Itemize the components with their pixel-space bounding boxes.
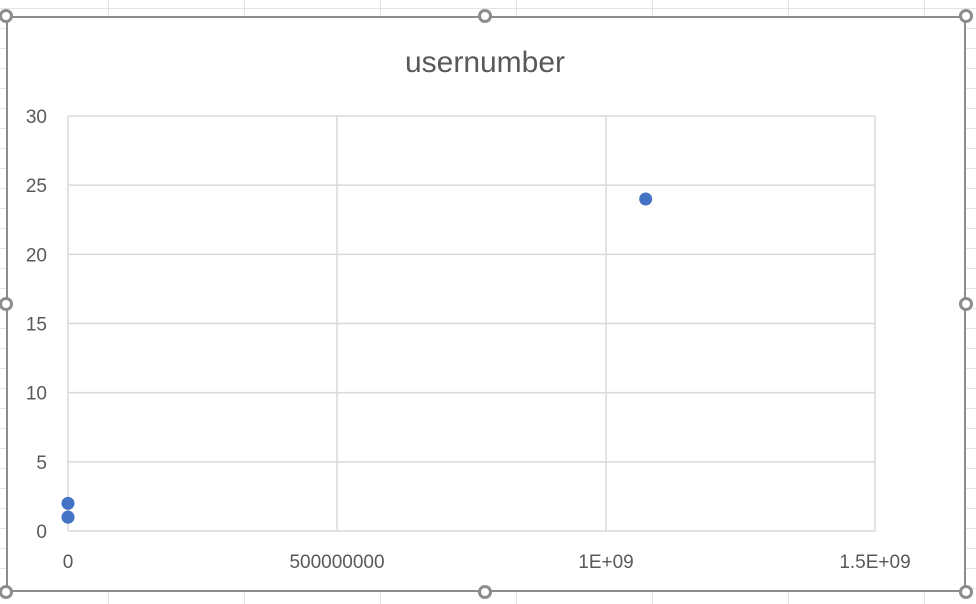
- chart-title: usernumber: [405, 46, 565, 79]
- y-tick-label: 30: [26, 107, 47, 128]
- y-tick-label: 20: [26, 245, 47, 266]
- y-tick-label: 25: [26, 176, 47, 197]
- y-tick-label: 0: [36, 522, 47, 543]
- resize-handle-right[interactable]: [959, 297, 973, 311]
- chart-object[interactable]: [6, 16, 966, 592]
- data-point[interactable]: [61, 496, 75, 510]
- resize-handle-top-left[interactable]: [0, 9, 13, 23]
- resize-handle-bottom-right[interactable]: [959, 585, 973, 599]
- resize-handle-top[interactable]: [478, 9, 492, 23]
- y-tick-label: 10: [26, 384, 47, 405]
- gridlines: [67, 115, 876, 532]
- y-tick-label: 15: [26, 315, 47, 336]
- y-tick-label: 5: [36, 453, 47, 474]
- resize-handle-bottom[interactable]: [478, 585, 492, 599]
- data-point[interactable]: [639, 192, 653, 206]
- x-tick-label: 500000000: [289, 552, 384, 573]
- resize-handle-top-right[interactable]: [959, 9, 973, 23]
- resize-handle-left[interactable]: [0, 297, 13, 311]
- x-tick-label: 1.5E+09: [839, 552, 910, 573]
- x-tick-label: 1E+09: [578, 552, 633, 573]
- data-point[interactable]: [61, 510, 75, 524]
- x-tick-label: 0: [63, 552, 74, 573]
- data-points: [61, 192, 653, 524]
- tick-labels: 0 5 10 15 20 25 30 0 500000000 1E+09 1.5E+09: [26, 107, 911, 573]
- resize-handle-bottom-left[interactable]: [0, 585, 13, 599]
